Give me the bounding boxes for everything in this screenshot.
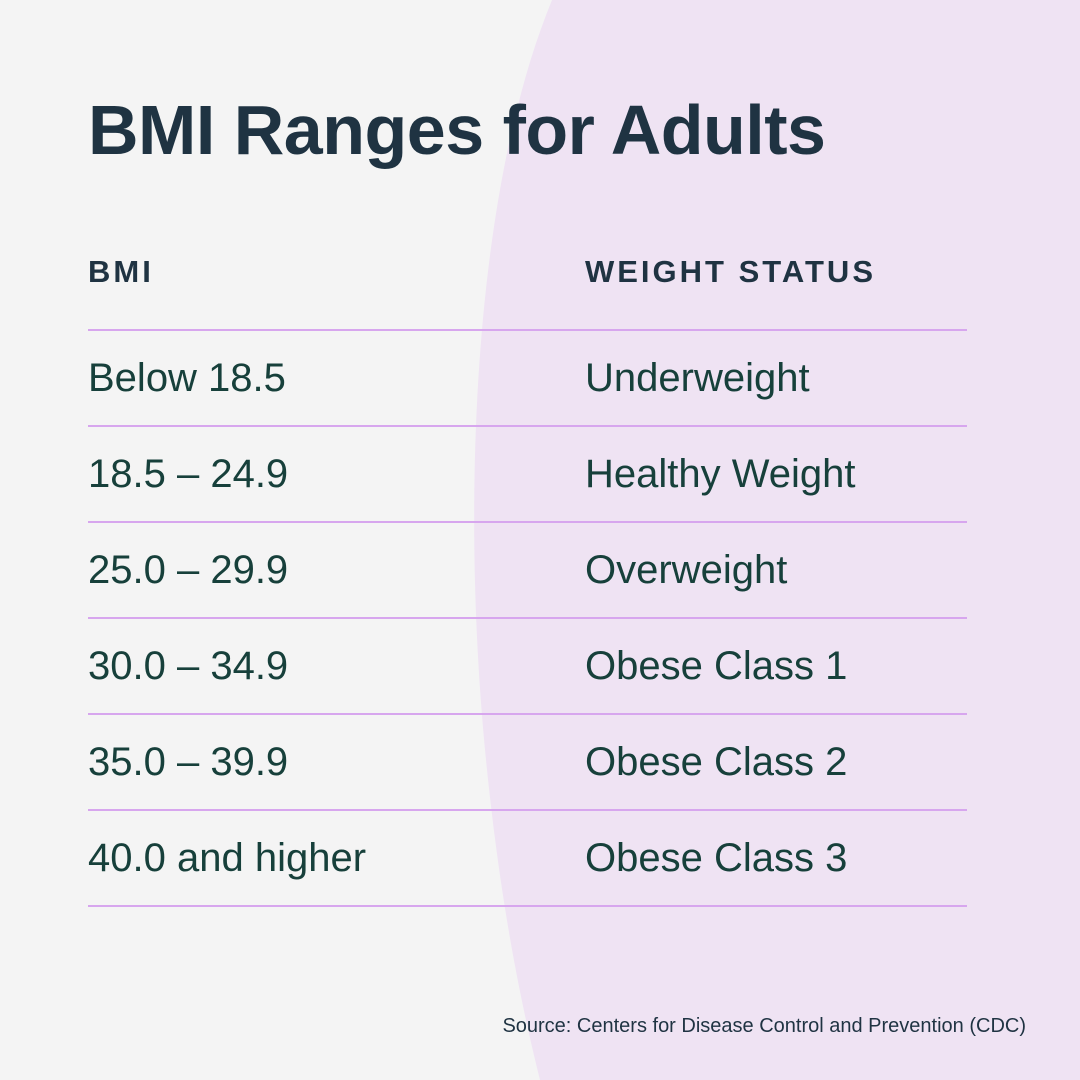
bmi-range-cell: 25.0 – 29.9 [88,548,289,592]
source-citation: Source: Centers for Disease Control and … [502,1015,1026,1037]
table-divider [88,329,967,331]
weight-status-cell: Overweight [585,548,788,592]
weight-status-cell: Obese Class 3 [585,836,848,880]
column-header-bmi: BMI [88,254,154,289]
table-divider [88,617,967,619]
bmi-table: Below 18.5 Underweight 18.5 – 24.9 Healt… [88,329,967,907]
table-row: 25.0 – 29.9 Overweight [88,523,967,617]
weight-status-cell: Underweight [585,356,810,400]
table-divider [88,809,967,811]
table-row: Below 18.5 Underweight [88,331,967,425]
bmi-range-cell: Below 18.5 [88,356,286,400]
weight-status-cell: Obese Class 2 [585,740,848,784]
bmi-range-cell: 35.0 – 39.9 [88,740,289,784]
page-title: BMI Ranges for Adults [88,91,826,169]
table-divider [88,425,967,427]
table-row: 30.0 – 34.9 Obese Class 1 [88,619,967,713]
weight-status-cell: Healthy Weight [585,452,856,496]
column-header-weight-status: WEIGHT STATUS [585,254,876,289]
table-row: 18.5 – 24.9 Healthy Weight [88,427,967,521]
table-divider [88,521,967,523]
bmi-range-cell: 40.0 and higher [88,836,367,880]
table-divider [88,905,967,907]
bmi-range-cell: 30.0 – 34.9 [88,644,289,688]
table-row: 35.0 – 39.9 Obese Class 2 [88,715,967,809]
table-divider [88,713,967,715]
bmi-range-cell: 18.5 – 24.9 [88,452,289,496]
weight-status-cell: Obese Class 1 [585,644,848,688]
table-row: 40.0 and higher Obese Class 3 [88,811,967,905]
